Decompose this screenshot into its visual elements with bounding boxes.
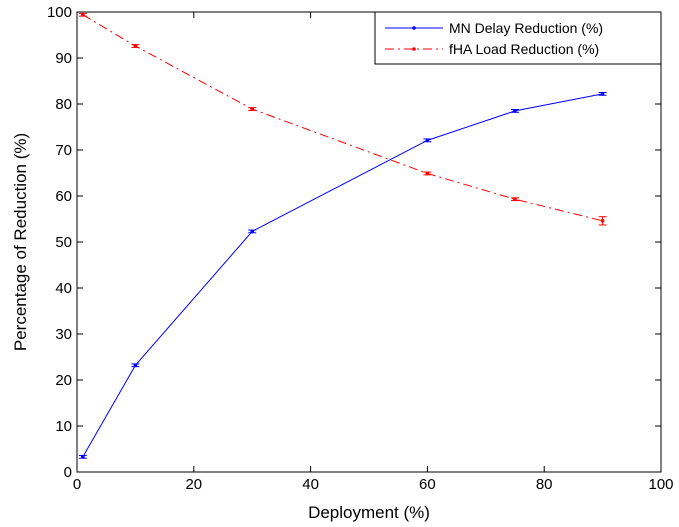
data-point — [600, 92, 605, 96]
data-point — [513, 197, 517, 202]
plot-area: 0 20 40 60 80 100 0 10 20 30 40 50 60 70 80 90 100 — [47, 4, 674, 493]
data-point — [133, 44, 138, 48]
legend-swatch-marker — [412, 26, 416, 30]
y-tick-label: 10 — [55, 418, 72, 435]
x-axis-label: Deployment (%) — [308, 503, 430, 522]
data-point — [250, 107, 254, 111]
y-tick-label: 60 — [55, 188, 72, 205]
y-tick-label: 100 — [47, 4, 72, 21]
y-tick-label: 30 — [55, 326, 72, 343]
x-tick-label: 20 — [185, 476, 202, 493]
y-axis-label: Percentage of Reduction (%) — [11, 133, 30, 351]
plot-frame — [76, 11, 662, 473]
legend-swatch-marker — [412, 47, 416, 51]
legend-label: MN Delay Reduction (%) — [449, 20, 603, 36]
y-tick-label: 80 — [55, 96, 72, 113]
y-tick-label: 90 — [55, 50, 72, 67]
legend-label: fHA Load Reduction (%) — [449, 41, 599, 57]
data-point — [133, 363, 138, 368]
x-tick-label: 40 — [302, 476, 319, 493]
data-point — [425, 171, 430, 176]
series-line-1 — [82, 14, 603, 222]
x-tick-label: 100 — [648, 476, 673, 493]
x-tick-label: 0 — [73, 476, 81, 493]
data-point — [600, 219, 605, 223]
y-tick-label: 20 — [55, 372, 72, 389]
x-tick-label: 60 — [419, 476, 436, 493]
data-point — [81, 12, 85, 17]
y-tick-label: 50 — [55, 234, 72, 251]
legend: MN Delay Reduction (%) fHA Load Reduction… — [374, 11, 662, 65]
data-point — [425, 138, 430, 143]
y-tick-label: 0 — [64, 464, 72, 481]
data-point — [250, 229, 254, 234]
x-tick-label: 80 — [536, 476, 553, 493]
data-point — [81, 455, 85, 459]
data-point — [513, 109, 517, 113]
y-tick-label: 40 — [55, 280, 72, 297]
series-line-0 — [82, 93, 603, 458]
y-tick-label: 70 — [55, 142, 72, 159]
legend-box — [374, 11, 662, 65]
